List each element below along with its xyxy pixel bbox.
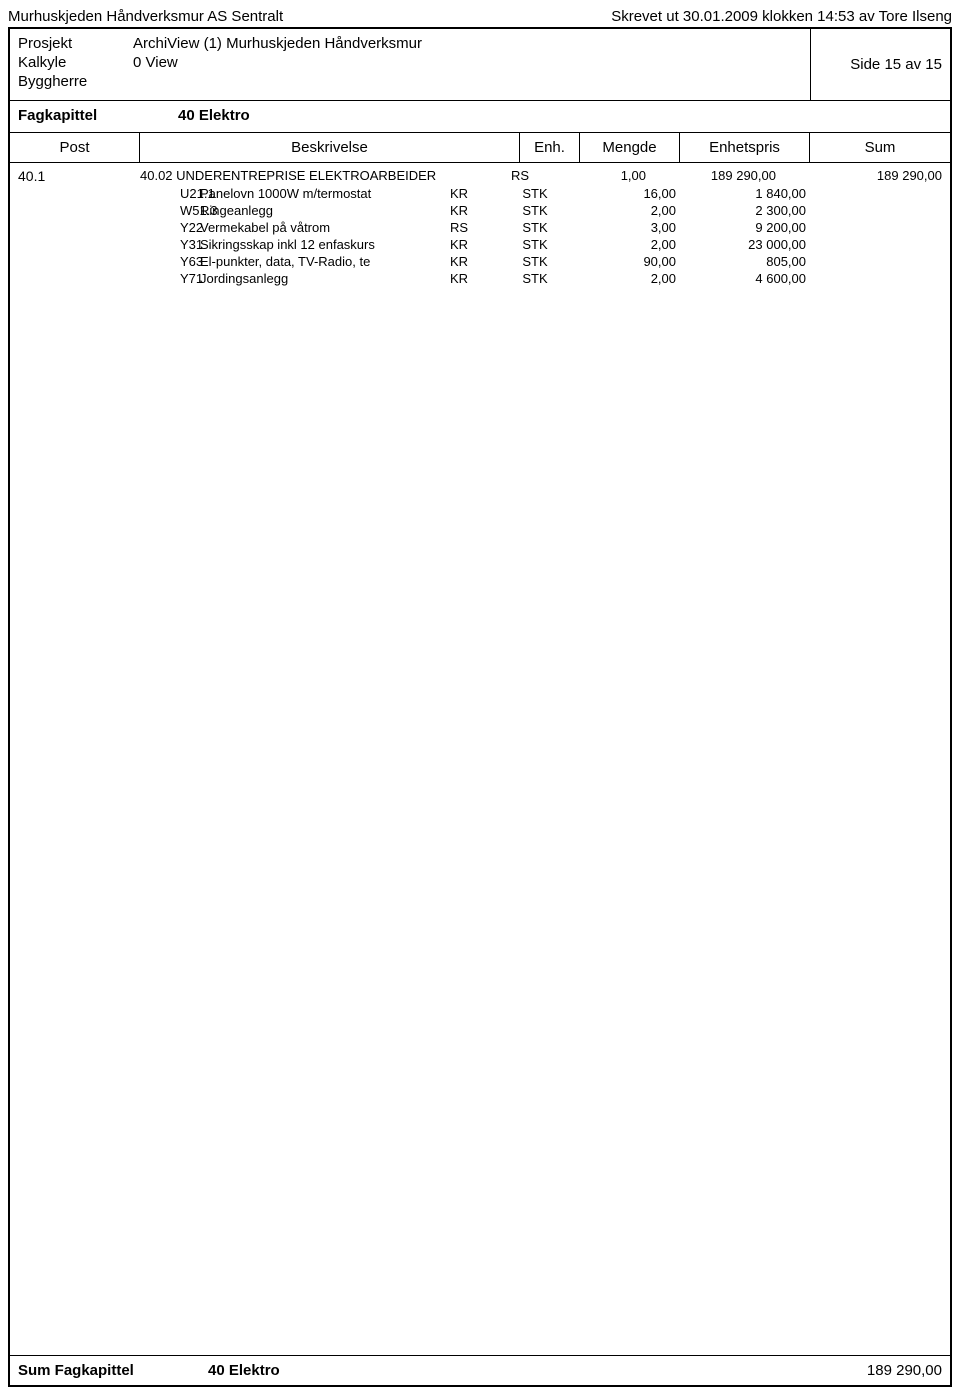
row-kr: KR — [450, 271, 490, 286]
prosjekt-value: ArchiView (1) Murhuskjeden Håndverksmur — [133, 35, 422, 52]
row-enhetspris: 2 300,00 — [680, 203, 810, 218]
info-left: Prosjekt ArchiView (1) Murhuskjeden Hånd… — [10, 29, 810, 100]
row-mengde: 16,00 — [580, 186, 680, 201]
page-header: Murhuskjeden Håndverksmur AS Sentralt Sk… — [0, 0, 960, 27]
row-post — [10, 203, 140, 218]
row-sum — [810, 186, 950, 201]
prosjekt-row: Prosjekt ArchiView (1) Murhuskjeden Hånd… — [18, 35, 802, 52]
row-sum — [810, 237, 950, 252]
company-name: Murhuskjeden Håndverksmur AS Sentralt — [8, 8, 283, 25]
byggherre-label: Byggherre — [18, 73, 133, 90]
table-body: 40.1 40.02 UNDERENTREPRISE ELEKTROARBEID… — [10, 162, 950, 291]
table-main-row: 40.1 40.02 UNDERENTREPRISE ELEKTROARBEID… — [10, 167, 950, 185]
row-code: Y31 — [140, 237, 200, 252]
row-enhetspris: 9 200,00 — [680, 220, 810, 235]
col-enh-header: Enh. — [520, 133, 580, 162]
row-mengde: 90,00 — [580, 254, 680, 269]
row-mengde: 3,00 — [580, 220, 680, 235]
row-post — [10, 271, 140, 286]
row-enhetspris: 23 000,00 — [680, 237, 810, 252]
main-enhetspris: 189 290,00 — [650, 168, 780, 184]
row-desc: El-punkter, data, TV-Radio, te — [200, 254, 450, 269]
print-info: Skrevet ut 30.01.2009 klokken 14:53 av T… — [611, 8, 952, 25]
row-sum — [810, 254, 950, 269]
col-beskrivelse-header: Beskrivelse — [140, 133, 520, 162]
row-post — [10, 186, 140, 201]
row-sum — [810, 271, 950, 286]
main-mengde: 1,00 — [550, 168, 650, 184]
row-desc: Sikringsskap inkl 12 enfaskurs — [200, 237, 450, 252]
row-desc: Vermekabel på våtrom — [200, 220, 450, 235]
main-beskrivelse: 40.02 UNDERENTREPRISE ELEKTROARBEIDER — [140, 168, 490, 184]
page-number: Side 15 av 15 — [810, 29, 950, 100]
row-code: Y63 — [140, 254, 200, 269]
row-code: Y71 — [140, 271, 200, 286]
info-section: Prosjekt ArchiView (1) Murhuskjeden Hånd… — [10, 29, 950, 100]
row-code: W51.3 — [140, 203, 200, 218]
row-kr: KR — [450, 254, 490, 269]
col-post-header: Post — [10, 133, 140, 162]
row-mengde: 2,00 — [580, 203, 680, 218]
prosjekt-label: Prosjekt — [18, 35, 133, 52]
footer-total: 189 290,00 — [867, 1362, 942, 1379]
fagkapittel-label: Fagkapittel — [18, 107, 178, 124]
row-enh: STK — [490, 254, 580, 269]
fagkapittel-row: Fagkapittel 40 Elektro — [10, 100, 950, 132]
row-enh: STK — [490, 237, 580, 252]
row-sum — [810, 203, 950, 218]
table-row: Y71 Jordingsanlegg KR STK 2,00 4 600,00 — [10, 270, 950, 287]
row-mengde: 2,00 — [580, 237, 680, 252]
footer-chapter: 40 Elektro — [208, 1362, 867, 1379]
row-kr: KR — [450, 186, 490, 201]
main-post: 40.1 — [10, 168, 140, 184]
table-row: Y63 El-punkter, data, TV-Radio, te KR ST… — [10, 253, 950, 270]
table-row: W51.3 Ringeanlegg KR STK 2,00 2 300,00 — [10, 202, 950, 219]
row-enh: STK — [490, 220, 580, 235]
row-enh: STK — [490, 271, 580, 286]
main-report-box: Prosjekt ArchiView (1) Murhuskjeden Hånd… — [8, 27, 952, 1387]
main-enh: RS — [490, 168, 550, 184]
row-mengde: 2,00 — [580, 271, 680, 286]
footer-label: Sum Fagkapittel — [18, 1362, 208, 1379]
row-enh: STK — [490, 186, 580, 201]
row-kr: KR — [450, 203, 490, 218]
row-post — [10, 220, 140, 235]
kalkyle-row: Kalkyle 0 View — [18, 54, 802, 71]
row-desc: Jordingsanlegg — [200, 271, 450, 286]
table-row: U21.1 Panelovn 1000W m/termostat KR STK … — [10, 185, 950, 202]
kalkyle-label: Kalkyle — [18, 54, 133, 71]
row-kr: KR — [450, 237, 490, 252]
row-enhetspris: 1 840,00 — [680, 186, 810, 201]
table-row: Y22 Vermekabel på våtrom RS STK 3,00 9 2… — [10, 219, 950, 236]
row-code: U21.1 — [140, 186, 200, 201]
col-sum-header: Sum — [810, 133, 950, 162]
footer: Sum Fagkapittel 40 Elektro 189 290,00 — [10, 1355, 950, 1385]
row-enh: STK — [490, 203, 580, 218]
row-desc: Ringeanlegg — [200, 203, 450, 218]
row-sum — [810, 220, 950, 235]
row-post — [10, 237, 140, 252]
col-enhetspris-header: Enhetspris — [680, 133, 810, 162]
fagkapittel-value: 40 Elektro — [178, 107, 250, 124]
row-enhetspris: 4 600,00 — [680, 271, 810, 286]
row-kr: RS — [450, 220, 490, 235]
col-mengde-header: Mengde — [580, 133, 680, 162]
row-code: Y22 — [140, 220, 200, 235]
main-sum: 189 290,00 — [780, 168, 950, 184]
row-enhetspris: 805,00 — [680, 254, 810, 269]
table-header: Post Beskrivelse Enh. Mengde Enhetspris … — [10, 132, 950, 162]
kalkyle-value: 0 View — [133, 54, 178, 71]
byggherre-row: Byggherre — [18, 73, 802, 90]
row-post — [10, 254, 140, 269]
row-desc: Panelovn 1000W m/termostat — [200, 186, 450, 201]
table-row: Y31 Sikringsskap inkl 12 enfaskurs KR ST… — [10, 236, 950, 253]
